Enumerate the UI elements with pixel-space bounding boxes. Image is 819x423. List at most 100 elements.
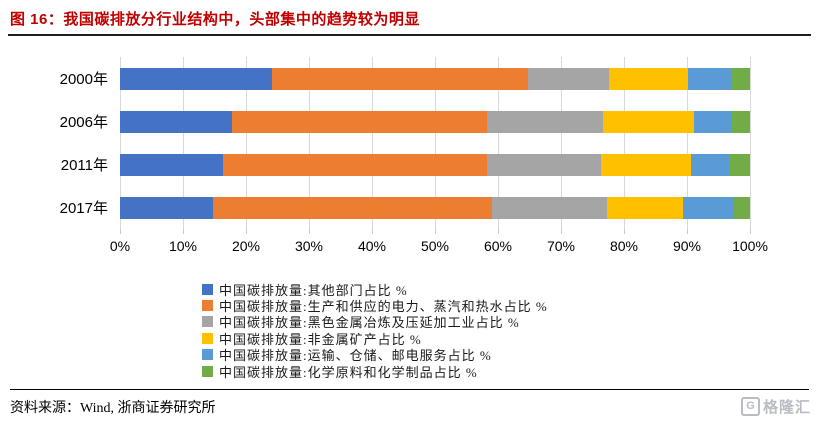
legend-item: 中国碳排放量:其他部门占比 %: [202, 281, 819, 298]
bar-row: [120, 186, 750, 229]
figure-title: 图 16：我国碳排放分行业结构中，头部集中的趋势较为明显: [10, 11, 420, 28]
x-axis-tick-label: 50%: [420, 238, 450, 254]
source-text: 资料来源：Wind, 浙商证券研究所: [10, 400, 216, 416]
gridline: [372, 57, 373, 229]
bar-segment: [731, 110, 750, 133]
legend-item: 中国碳排放量:化学原料和化学制品占比 %: [202, 363, 819, 380]
gelonghui-logo-text: 格隆汇: [762, 399, 811, 417]
bar-segment: [606, 196, 684, 219]
bar-row: [120, 143, 750, 186]
gridline: [120, 57, 121, 229]
x-axis-tick-label: 10%: [168, 238, 198, 254]
legend-item: 中国碳排放量:运输、仓储、邮电服务占比 %: [202, 347, 819, 363]
bar-segment: [602, 110, 694, 133]
bar-rows: [120, 57, 750, 229]
y-axis-label: 2006年: [59, 114, 108, 131]
tick-mark: [309, 229, 310, 234]
y-axis-label: 2000年: [59, 71, 108, 88]
x-axis: 0% 10% 20% 30% 40% 50% 60% 70% 80% 90% 100%: [110, 229, 768, 257]
x-axis-tick-label: 70%: [546, 238, 576, 254]
bar-segment: [491, 196, 607, 219]
x-axis-tick-label: 60%: [483, 238, 513, 254]
gridline: [624, 57, 625, 229]
gridline: [435, 57, 436, 229]
legend-swatch-icon: [202, 332, 213, 344]
bar-segment: [687, 67, 732, 90]
bar-segment: [232, 110, 487, 133]
figure-footer: 资料来源：Wind, 浙商证券研究所 G 格隆汇: [0, 390, 819, 417]
gelonghui-logo-icon: G: [740, 397, 760, 417]
bar-segment: [733, 196, 750, 219]
chart-legend: 中国碳排放量:其他部门占比 % 中国碳排放量:生产和供应的电力、蒸汽和热水占比 %…: [202, 281, 819, 380]
tick-mark: [498, 229, 499, 234]
chart-plot-area: 2000年 2006年 2011年 2017年: [60, 57, 751, 229]
legend-label: 中国碳排放量:黑色金属冶炼及压延加工业占比 %: [219, 315, 520, 331]
footer-divider: [10, 389, 809, 391]
bar-segment: [729, 153, 750, 176]
bar-segment: [120, 110, 233, 133]
x-axis-tick-label: 0%: [109, 238, 131, 254]
bar-segment: [223, 153, 487, 176]
legend-label: 中国碳排放量:化学原料和化学制品占比 %: [219, 364, 478, 380]
bar-segment: [486, 110, 603, 133]
bar-segment: [120, 67, 273, 90]
gridline: [498, 57, 499, 229]
title-divider: [8, 34, 811, 36]
tick-mark: [372, 229, 373, 234]
stacked-bar-chart: 2000年 2006年 2011年 2017年 0% 10% 20% 30% 40% 50% 60…: [0, 57, 819, 380]
x-axis-tick-label: 90%: [672, 238, 702, 254]
gridline: [750, 57, 751, 229]
gridline: [561, 57, 562, 229]
figure-header: 图 16：我国碳排放分行业结构中，头部集中的趋势较为明显: [0, 0, 819, 34]
legend-item: 中国碳排放量:黑色金属冶炼及压延加工业占比 %: [202, 314, 819, 330]
bar-row: [120, 57, 750, 100]
tick-mark: [435, 229, 436, 234]
bar-segment: [683, 196, 734, 219]
bar-segment: [212, 196, 492, 219]
bar-segment: [693, 110, 732, 133]
legend-swatch-icon: [202, 300, 213, 312]
y-axis-label: 2011年: [60, 157, 108, 174]
bar-segment: [120, 196, 213, 219]
bar-segment: [272, 67, 529, 90]
bar-row: [120, 100, 750, 143]
x-axis-tick-label: 80%: [609, 238, 639, 254]
legend-swatch-icon: [202, 316, 213, 328]
legend-swatch-icon: [202, 283, 213, 295]
tick-mark: [624, 229, 625, 234]
gridline: [687, 57, 688, 229]
tick-mark: [750, 229, 751, 234]
tick-mark: [120, 229, 121, 234]
gelonghui-watermark: G 格隆汇: [740, 396, 811, 417]
gridline: [309, 57, 310, 229]
gridline: [183, 57, 184, 229]
legend-item: 中国碳排放量:生产和供应的电力、蒸汽和热水占比 %: [202, 297, 819, 315]
bar-segment: [731, 67, 750, 90]
stacked-bar: [120, 67, 750, 90]
bar-segment: [486, 153, 601, 176]
legend-swatch-icon: [202, 349, 213, 361]
tick-mark: [183, 229, 184, 234]
x-axis-tick-label: 100%: [732, 238, 768, 254]
bar-segment: [600, 153, 692, 176]
tick-mark: [687, 229, 688, 234]
stacked-bar: [120, 153, 750, 176]
x-axis-tick-label: 30%: [294, 238, 324, 254]
y-axis-labels: 2000年 2006年 2011年 2017年: [0, 57, 108, 229]
legend-item: 中国碳排放量:非金属矿产占比 %: [202, 330, 819, 347]
gridline: [246, 57, 247, 229]
legend-label: 中国碳排放量:其他部门占比 %: [219, 282, 408, 298]
stacked-bar: [120, 110, 750, 133]
tick-mark: [561, 229, 562, 234]
bar-segment: [691, 153, 730, 176]
legend-label: 中国碳排放量:生产和供应的电力、蒸汽和热水占比 %: [219, 299, 548, 315]
bar-segment: [120, 153, 224, 176]
x-axis-tick-label: 40%: [357, 238, 387, 254]
stacked-bar: [120, 196, 750, 219]
legend-swatch-icon: [202, 365, 213, 377]
x-axis-tick-label: 20%: [231, 238, 261, 254]
bar-segment: [528, 67, 610, 90]
legend-label: 中国碳排放量:运输、仓储、邮电服务占比 %: [219, 348, 492, 364]
legend-label: 中国碳排放量:非金属矿产占比 %: [219, 331, 422, 347]
